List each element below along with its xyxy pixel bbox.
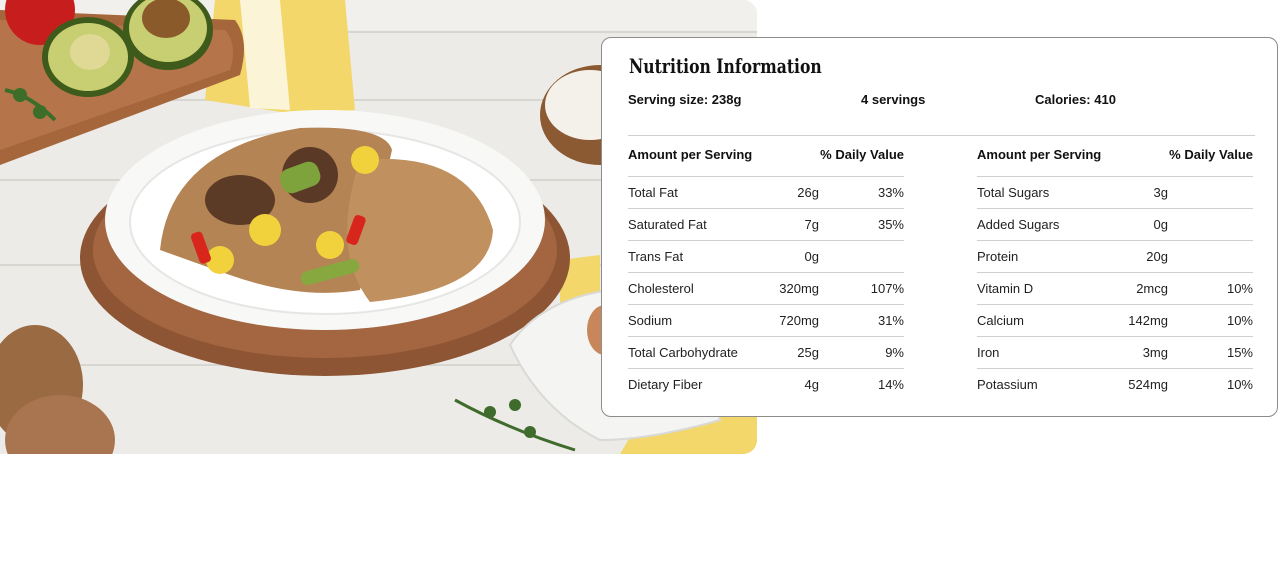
calories: Calories: 410 <box>1035 92 1116 107</box>
nutrient-amount: 25g <box>797 345 819 360</box>
nutrient-daily-value: 14% <box>877 377 904 392</box>
nutrient-amount: 720mg <box>779 313 819 328</box>
nutrient-name: Dietary Fiber <box>628 377 703 392</box>
summary-divider <box>628 135 1255 136</box>
nutrient-amount: 3mg <box>1142 345 1168 360</box>
table-row: Cholesterol 320mg 107% <box>628 273 904 305</box>
nutrient-amount: 26g <box>797 185 819 200</box>
nutrition-info-card: Nutrition Information Serving size: 238g… <box>601 37 1278 417</box>
nutrient-name: Sodium <box>628 313 673 328</box>
nutrient-daily-value: 10% <box>1226 377 1253 392</box>
table-row: Saturated Fat 7g 35% <box>628 209 904 241</box>
nutrient-amount: 0g <box>804 249 819 264</box>
nutrient-name: Total Sugars <box>977 185 1050 200</box>
nutrient-daily-value: 10% <box>1226 313 1253 328</box>
nutrient-daily-value: 10% <box>1226 281 1253 296</box>
header-daily-value: % Daily Value <box>1169 147 1253 162</box>
table-row: Iron 3mg 15% <box>977 337 1253 369</box>
nutrient-name: Potassium <box>977 377 1038 392</box>
nutrient-name: Total Carbohydrate <box>628 345 738 360</box>
nutrient-name: Calcium <box>977 313 1024 328</box>
nutrient-name: Cholesterol <box>628 281 694 296</box>
table-row: Vitamin D 2mcg 10% <box>977 273 1253 305</box>
nutrient-amount: 20g <box>1146 249 1168 264</box>
nutrition-title: Nutrition Information <box>629 54 822 78</box>
nutrient-amount: 320mg <box>779 281 819 296</box>
nutrient-name: Iron <box>977 345 1000 360</box>
header-amount: Amount per Serving <box>628 147 753 162</box>
table-row: Calcium 142mg 10% <box>977 305 1253 337</box>
nutrient-name: Trans Fat <box>628 249 684 264</box>
table-row: Dietary Fiber 4g 14% <box>628 369 904 400</box>
nutrient-amount: 524mg <box>1128 377 1168 392</box>
nutrient-daily-value: 9% <box>885 345 904 360</box>
nutrient-table-right: Amount per Serving % Daily Value Total S… <box>977 136 1253 400</box>
nutrient-name: Protein <box>977 249 1019 264</box>
nutrient-amount: 3g <box>1153 185 1168 200</box>
nutrient-daily-value: 107% <box>870 281 904 296</box>
nutrient-amount: 4g <box>804 377 819 392</box>
nutrient-amount: 0g <box>1153 217 1168 232</box>
nutrient-daily-value: 33% <box>877 185 904 200</box>
table-row: Sodium 720mg 31% <box>628 305 904 337</box>
nutrient-daily-value: 31% <box>877 313 904 328</box>
nutrient-table-left: Amount per Serving % Daily Value Total F… <box>628 136 904 400</box>
table-row: Potassium 524mg 10% <box>977 369 1253 400</box>
nutrient-name: Vitamin D <box>977 281 1034 296</box>
nutrient-daily-value: 15% <box>1226 345 1253 360</box>
table-row: Protein 20g <box>977 241 1253 273</box>
table-row: Added Sugars 0g <box>977 209 1253 241</box>
nutrient-name: Saturated Fat <box>628 217 707 232</box>
nutrient-amount: 2mcg <box>1136 281 1168 296</box>
servings-count: 4 servings <box>861 92 926 107</box>
table-row: Total Fat 26g 33% <box>628 177 904 209</box>
table-row: Trans Fat 0g <box>628 241 904 273</box>
table-header: Amount per Serving % Daily Value <box>977 136 1253 177</box>
nutrient-amount: 7g <box>804 217 819 232</box>
nutrient-name: Total Fat <box>628 185 678 200</box>
header-amount: Amount per Serving <box>977 147 1102 162</box>
table-row: Total Carbohydrate 25g 9% <box>628 337 904 369</box>
nutrient-daily-value: 35% <box>877 217 904 232</box>
nutrient-amount: 142mg <box>1128 313 1168 328</box>
serving-size: Serving size: 238g <box>628 92 742 107</box>
table-row: Total Sugars 3g <box>977 177 1253 209</box>
header-daily-value: % Daily Value <box>820 147 904 162</box>
nutrient-name: Added Sugars <box>977 217 1060 232</box>
table-header: Amount per Serving % Daily Value <box>628 136 904 177</box>
